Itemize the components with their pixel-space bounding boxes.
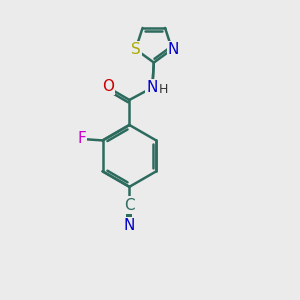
Text: S: S xyxy=(131,42,140,57)
Text: O: O xyxy=(102,79,114,94)
Text: F: F xyxy=(77,131,86,146)
Text: C: C xyxy=(124,198,135,213)
Text: N: N xyxy=(147,80,158,95)
Text: H: H xyxy=(159,83,168,96)
Text: N: N xyxy=(124,218,135,233)
Text: N: N xyxy=(168,42,179,57)
